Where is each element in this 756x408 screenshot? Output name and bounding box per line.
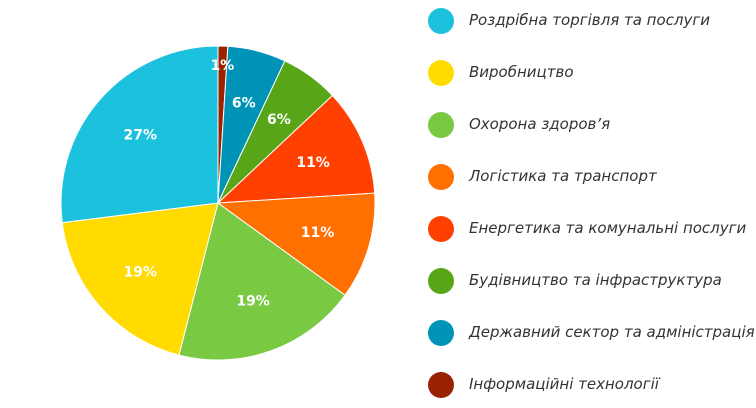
pie-slice [60, 45, 219, 224]
legend-label: Виробництво [469, 63, 574, 81]
legend-item: Енергетика та комунальні послуги [428, 216, 748, 242]
legend-swatch [428, 216, 454, 242]
legend-swatch [428, 8, 454, 34]
legend-swatch [428, 60, 454, 86]
legend-item: Охорона здоров’я [428, 112, 748, 138]
legend-label: Роздрібна торгівля та послуги [469, 11, 711, 29]
data-label: 19% [236, 293, 270, 309]
legend-swatch [428, 164, 454, 190]
legend-swatch [428, 372, 454, 398]
pie-slice [61, 202, 219, 356]
data-label: 11% [296, 155, 330, 171]
data-label: 19% [124, 265, 158, 281]
legend-label: Логістика та транспорт [469, 167, 657, 185]
legend-label: Державний сектор та адміністрація [469, 323, 755, 341]
legend-item: Будівництво та інфраструктура [428, 268, 748, 294]
pie-slice [216, 192, 376, 296]
data-label: 11% [301, 225, 335, 241]
legend-item: Роздрібна торгівля та послуги [428, 8, 748, 34]
legend-label: Енергетика та комунальні послуги [469, 219, 747, 237]
legend-label: Охорона здоров’я [469, 115, 611, 133]
legend-swatch [428, 320, 454, 346]
data-label: 27% [124, 127, 158, 143]
legend-swatch [428, 268, 454, 294]
legend-item: Виробництво [428, 60, 748, 86]
legend-item: Логістика та транспорт [428, 164, 748, 190]
legend-label: Інформаційні технології [469, 375, 659, 393]
pie-slice [216, 94, 376, 204]
legend-item: Державний сектор та адміністрація [428, 320, 755, 346]
data-label: 1% [210, 58, 234, 74]
legend-label: Будівництво та інфраструктура [469, 271, 722, 289]
pie-chart: 1% 6% 6% 11% 11% 19% 19% 27% [60, 45, 376, 361]
pie-slice [178, 202, 346, 361]
data-label: 6% [232, 96, 256, 112]
legend-swatch [428, 112, 454, 138]
data-label: 6% [267, 112, 291, 128]
legend-item: Інформаційні технології [428, 372, 748, 398]
